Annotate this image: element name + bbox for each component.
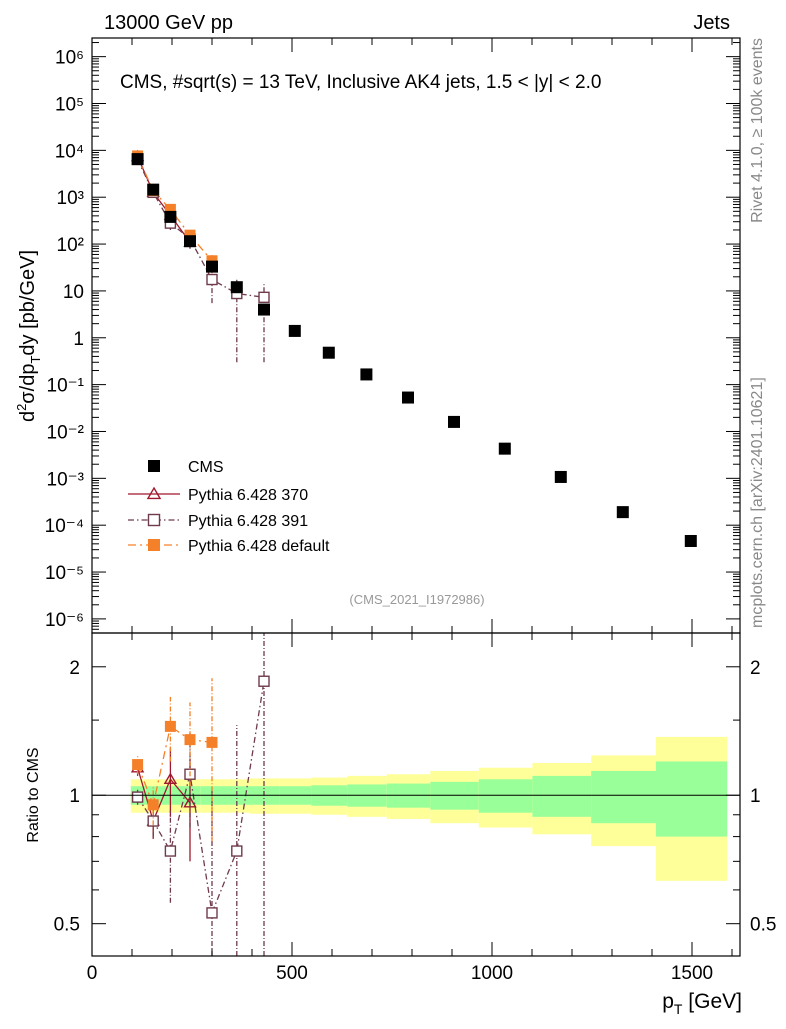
data-point [148,460,160,472]
ratio-xlabel: pT [GeV] [662,990,742,1017]
ratio-frame [91,632,741,957]
header-right: Jets [693,12,730,34]
y-tick-label: 10⁻³ [47,469,85,490]
legend-label: Pythia 6.428 370 [188,487,308,504]
x-tick-label: 500 [276,963,308,984]
main-title: CMS, #sqrt(s) = 13 TeV, Inclusive AK4 je… [120,72,601,93]
y-tick-label: 10⁻¹ [47,376,85,397]
ratio-marks [130,633,270,956]
legend: CMS Pythia 6.428 370 Pythia 6.428 391 Pythi… [128,459,330,555]
data-point [402,391,414,404]
data-point [147,513,161,527]
data-point [206,260,218,273]
y-tick-label: 10⁶ [55,48,84,69]
series-line [137,155,213,262]
data-point [258,291,270,304]
data-point [184,235,196,248]
data-point [258,303,270,316]
y-tick-label: 10 [63,282,84,303]
ratio-axis-ticks: 0 500 1000 1500 0.5 0.5 1 1 2 2 [54,633,776,984]
mcplots-label: mcplots.cern.ch [arXiv:2401.10621] [749,377,766,628]
data-point [448,415,460,428]
ratio-uncertainty-bands [130,736,728,881]
data-point [230,281,243,294]
ratio-y-tick-label: 1 [69,786,80,807]
y-tick-label: 10⁻⁶ [45,610,84,631]
y-tick-label: 10⁻⁴ [45,516,84,537]
data-point [132,759,144,771]
data-point [258,675,270,687]
uncertainty-band-green [430,781,479,810]
data-point [206,273,218,286]
data-point [131,791,144,803]
data-point [163,772,178,785]
y-tick-label: 10³ [57,188,84,209]
ratio-y-tick-label-right: 1 [750,786,761,807]
main-axis-ticks: 10⁻⁶ 10⁻⁵ 10⁻⁴ 10⁻³ 10⁻² 10⁻¹ 1 10 10² 10³ 10⁴ 10⁵ 1… [45,38,740,634]
data-point [147,799,159,811]
ratio-panel: 0 500 1000 1500 0.5 0.5 1 1 2 2 Ratio to CMS pT [… [25,632,776,1017]
ratio-y-tick-label: 2 [69,658,80,679]
data-point [164,720,176,732]
x-tick-label: 1500 [671,963,713,984]
legend-label: Pythia 6.428 391 [188,513,308,530]
main-ylabel: d2σ/dpTdy [pb/GeV] [14,250,43,422]
data-point [616,506,629,519]
series-line [137,159,265,298]
y-tick-label: 10⁻⁵ [45,563,84,584]
main-panel: 10⁻⁶ 10⁻⁵ 10⁻⁴ 10⁻³ 10⁻² 10⁻¹ 1 10 10² 10³ 10⁴ 10⁵ 1… [14,37,741,634]
header-left: 13000 GeV pp [104,12,233,34]
y-tick-label: 1 [73,329,84,350]
ratio-y-tick-label: 0.5 [54,915,80,936]
data-point [360,368,373,381]
uncertainty-band-green [591,770,656,824]
main-marks [130,149,697,547]
y-tick-label: 10⁴ [55,141,84,162]
ratio-ylabel: Ratio to CMS [25,747,42,842]
data-point [554,470,567,483]
data-point [498,442,511,455]
rivet-label: Rivet 4.1.0, ≥ 100k events [749,38,766,223]
data-point [231,845,243,857]
data-point [288,324,301,337]
ratio-y-tick-label-right: 2 [750,658,761,679]
uncertainty-band-green [532,775,592,817]
data-point [146,486,162,500]
data-point [184,734,196,746]
legend-label: CMS [188,459,224,476]
y-tick-label: 10⁵ [55,94,84,115]
y-tick-label: 10² [57,235,84,256]
series-line [136,767,191,824]
legend-label: Pythia 6.428 default [188,538,330,555]
x-tick-label: 1000 [471,963,513,984]
data-point [148,539,160,551]
data-point [147,183,160,196]
ratio-y-tick-label-right: 0.5 [750,915,776,936]
data-point [206,907,218,919]
series-line [137,156,191,243]
data-point [684,534,697,547]
uncertainty-band-green [478,779,533,813]
analysis-watermark: (CMS_2021_I1972986) [349,592,484,607]
data-point [131,153,144,166]
data-point [164,210,177,223]
y-tick-label: 10⁻² [47,422,85,443]
data-point [164,845,177,857]
data-point [322,346,335,359]
data-point [206,736,218,748]
x-tick-label: 0 [87,963,98,984]
uncertainty-band-green [656,761,728,837]
